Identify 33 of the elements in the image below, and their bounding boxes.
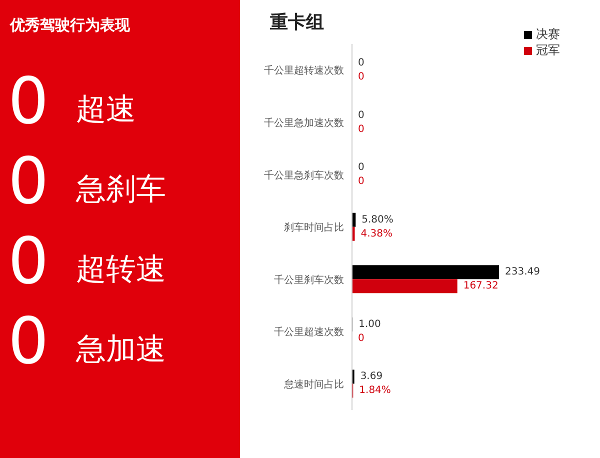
data-label: 1.00 bbox=[358, 318, 381, 330]
data-label: 1.84% bbox=[359, 385, 391, 396]
data-label: 167.32 bbox=[463, 280, 498, 292]
data-label: 0 bbox=[358, 72, 364, 82]
text: 0 bbox=[8, 144, 50, 221]
data-label: 4.38% bbox=[360, 228, 393, 240]
data-label: 0 bbox=[358, 176, 364, 188]
data-label: 0 bbox=[358, 332, 364, 344]
text: 0 bbox=[8, 304, 50, 381]
y-tick-label: 千公里刹车次数 bbox=[274, 274, 344, 286]
text: 急加速 bbox=[76, 330, 166, 368]
legend-label: 冠军 bbox=[536, 43, 560, 57]
data-label: 0 bbox=[358, 162, 364, 174]
text: 0 bbox=[8, 224, 50, 301]
data-label: 0 bbox=[358, 58, 364, 68]
y-tick-label: 怠速时间占比 bbox=[283, 378, 344, 390]
data-label: 0 bbox=[358, 124, 364, 135]
text: 急刹车 bbox=[76, 170, 166, 208]
data-label: 3.69 bbox=[360, 371, 383, 382]
y-tick-label: 千公里急刹车次数 bbox=[264, 169, 344, 182]
text: 0 bbox=[8, 64, 50, 141]
data-label: 5.80% bbox=[362, 214, 394, 226]
y-tick-label: 千公里超速次数 bbox=[274, 326, 344, 338]
legend-label: 决赛 bbox=[536, 27, 560, 41]
text: 超转速 bbox=[76, 250, 166, 288]
data-label: 233.49 bbox=[505, 266, 540, 278]
text: 超速 bbox=[76, 90, 136, 128]
y-tick-label: 刹车时间占比 bbox=[284, 222, 344, 234]
chart-title: 重卡组 bbox=[270, 11, 324, 34]
y-tick-label: 千公里急加速次数 bbox=[264, 116, 344, 129]
y-tick-label: 千公里超转速次数 bbox=[264, 64, 344, 77]
text: 优秀驾驶行为表现 bbox=[10, 16, 130, 35]
data-label: 0 bbox=[358, 110, 364, 121]
